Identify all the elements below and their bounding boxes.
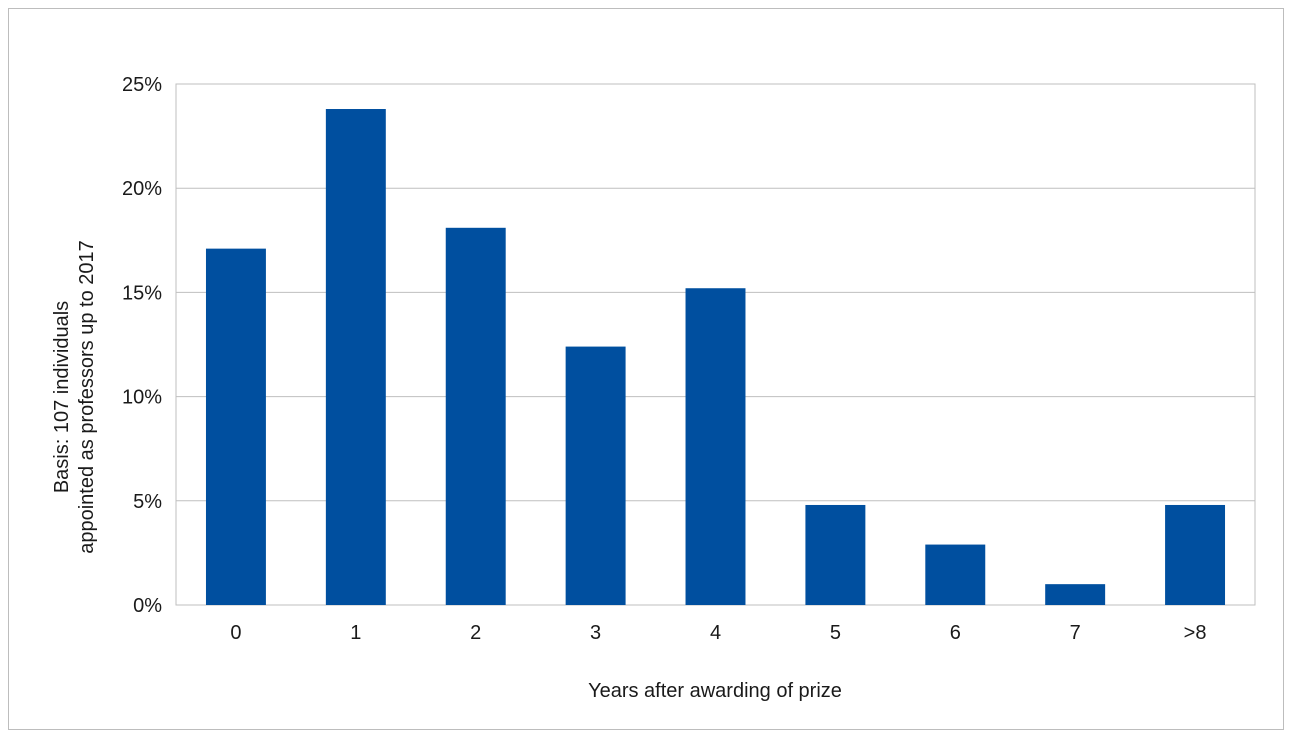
y-tick-label: 15% [122, 282, 162, 304]
bar [1045, 584, 1106, 605]
x-tick-label: 5 [830, 622, 841, 644]
y-tick-labels: 0% 5% 10% 15% 20% 25% [122, 74, 162, 617]
bar [325, 109, 386, 606]
bar [205, 248, 266, 606]
x-tick-label: 4 [710, 622, 721, 644]
bars [205, 109, 1226, 606]
y-axis-title-line2: appointed as professors up to 2017 [76, 240, 98, 554]
y-axis-title-line1: Basis: 107 individuals [51, 301, 73, 493]
bar [1165, 504, 1226, 605]
y-axis-title: Basis: 107 individuals appointed as prof… [51, 240, 98, 554]
x-tick-labels: 0 1 2 3 4 5 6 7 >8 [230, 622, 1206, 644]
bar [685, 288, 746, 605]
y-tick-label: 10% [122, 387, 162, 409]
x-tick-label: 2 [470, 622, 481, 644]
y-tick-label: 0% [133, 595, 162, 617]
bar [445, 227, 506, 605]
x-tick-label: 6 [950, 622, 961, 644]
bar [565, 346, 626, 605]
bar [805, 504, 866, 605]
bar [925, 544, 986, 605]
x-axis-title: Years after awarding of prize [588, 680, 842, 702]
y-tick-label: 5% [133, 491, 162, 513]
x-tick-label: >8 [1184, 622, 1207, 644]
x-tick-label: 1 [350, 622, 361, 644]
x-tick-label: 3 [590, 622, 601, 644]
y-tick-label: 20% [122, 178, 162, 200]
y-tick-label: 25% [122, 74, 162, 96]
x-tick-label: 7 [1070, 622, 1081, 644]
x-tick-label: 0 [230, 622, 241, 644]
